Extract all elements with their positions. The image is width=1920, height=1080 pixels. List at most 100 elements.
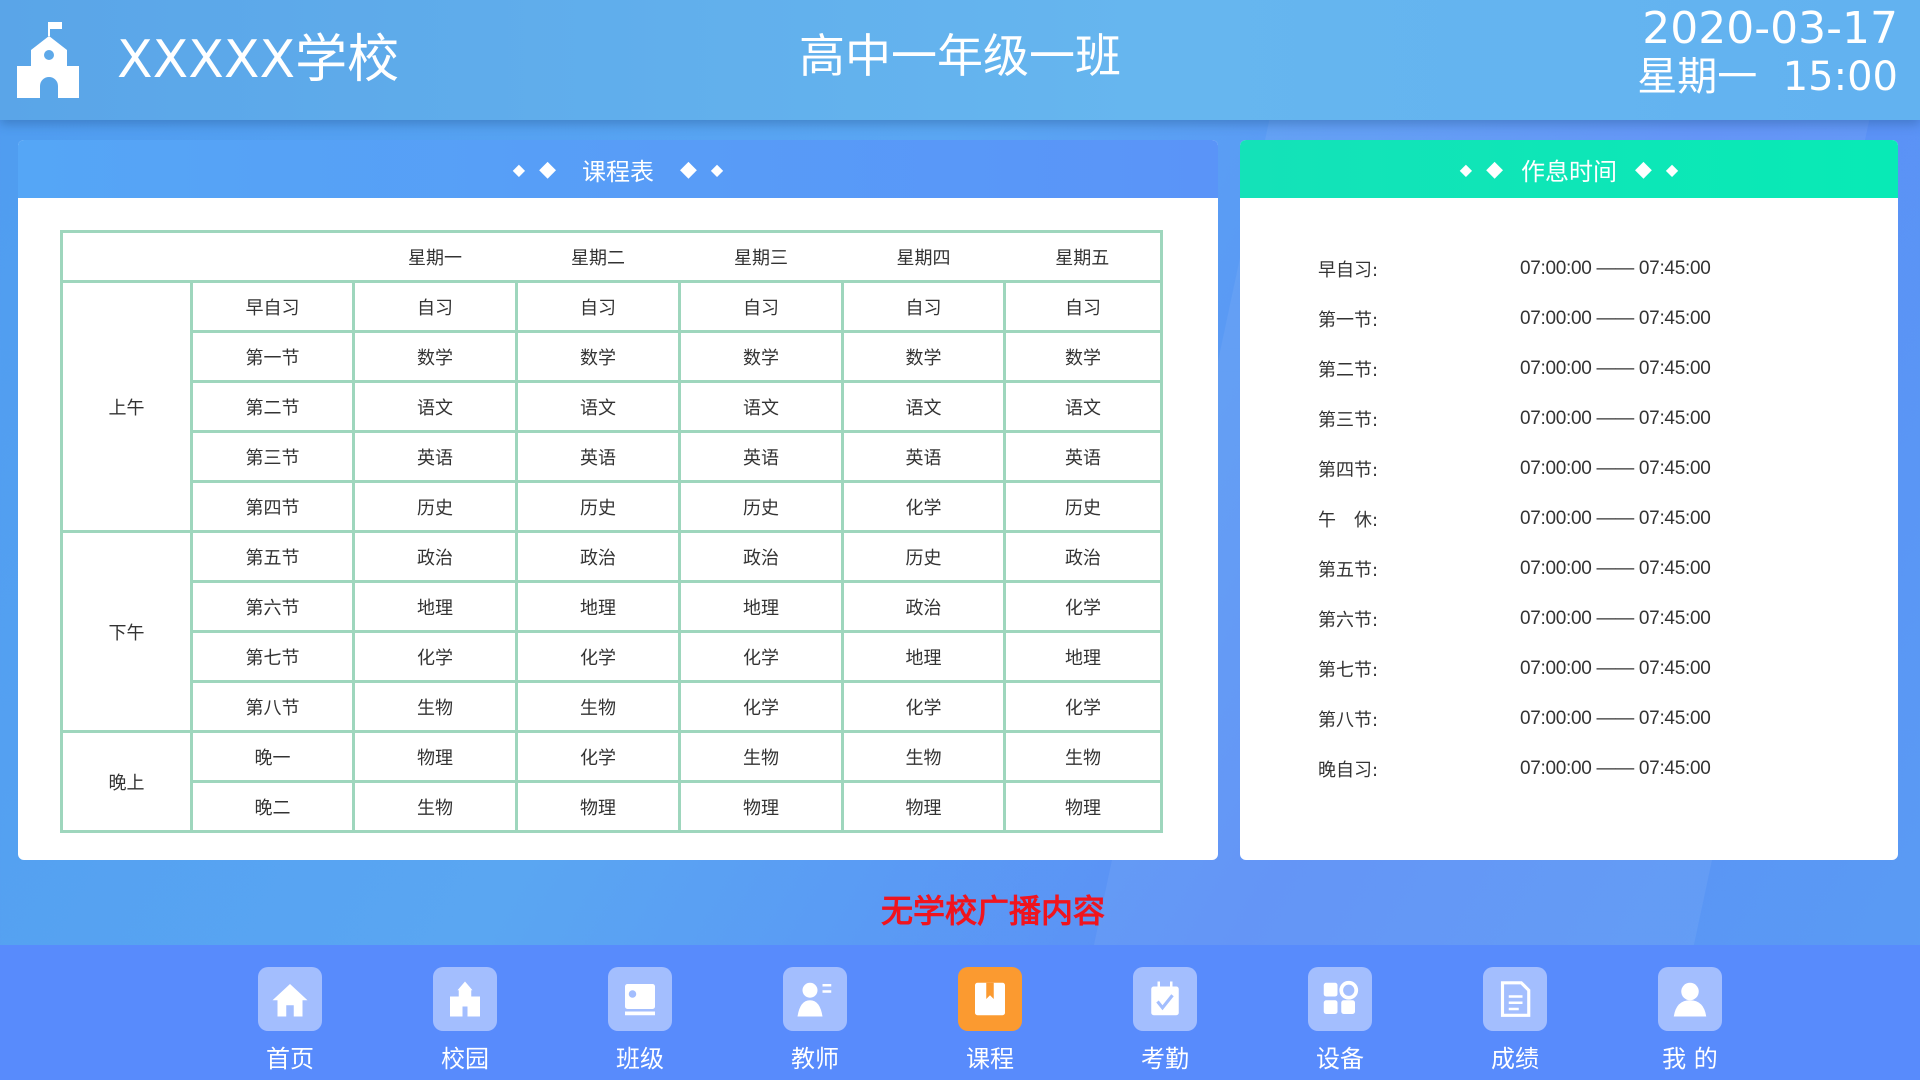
- subject-cell: 英语: [678, 430, 844, 483]
- period-label: 第二节: [190, 380, 355, 433]
- weekday-time: 星期一 15:00: [1637, 54, 1898, 100]
- subject-cell: 历史: [678, 480, 844, 533]
- schedule-row: 第七节: 07:00:00 —— 07:45:00: [1318, 644, 1711, 694]
- subject-cell: 英语: [515, 430, 681, 483]
- diamond-icon: ◆: [1459, 159, 1473, 179]
- timetable-title: 课程表: [582, 157, 654, 186]
- table-row: 第七节 化学 化学 化学 地理 地理: [62, 630, 1163, 683]
- nav-item[interactable]: 课程: [940, 967, 1040, 1074]
- subject-cell: 生物: [352, 680, 518, 733]
- nav-label: 考勤: [1141, 1045, 1189, 1073]
- period-label: 第四节: [190, 480, 355, 533]
- day-header: 星期二: [516, 230, 680, 283]
- schedule-label: 第六节:: [1318, 610, 1379, 631]
- subject-cell: 自习: [841, 280, 1006, 333]
- nav-label: 首页: [266, 1045, 314, 1073]
- campus-icon: [433, 967, 497, 1031]
- subject-cell: 数学: [841, 330, 1006, 383]
- schedule-time: 07:00:00 —— 07:45:00: [1520, 658, 1711, 679]
- schedule-time: 07:00:00 —— 07:45:00: [1520, 758, 1711, 779]
- attendance-calendar-icon: [1133, 967, 1197, 1031]
- schedule-label: 晚自习:: [1318, 760, 1379, 781]
- subject-cell: 自习: [1003, 280, 1163, 333]
- schedule-label: 第四节:: [1318, 460, 1379, 481]
- period-label: 第七节: [190, 630, 355, 683]
- schedule-label: 第二节:: [1318, 360, 1379, 381]
- diamond-icon: ◆: [1665, 159, 1679, 179]
- nav-item[interactable]: 我 的: [1640, 967, 1740, 1074]
- subject-cell: 化学: [515, 630, 681, 683]
- schedule-label: 第三节:: [1318, 410, 1379, 431]
- period-label: 第八节: [190, 680, 355, 733]
- subject-cell: 地理: [1003, 630, 1163, 683]
- schedule-row: 第一节: 07:00:00 —— 07:45:00: [1318, 294, 1711, 344]
- table-row: 晚上 晚一 物理 化学 生物 生物 生物: [60, 730, 1163, 833]
- table-row: 晚二 生物 物理 物理 物理 物理: [62, 780, 1163, 833]
- schedule-label: 午 休:: [1318, 510, 1379, 531]
- diamond-icon: ◆: [710, 159, 724, 179]
- schedule-title: 作息时间: [1521, 157, 1617, 186]
- nav-label: 课程: [966, 1045, 1014, 1073]
- subject-cell: 化学: [678, 680, 844, 733]
- nav-item[interactable]: 校园: [415, 967, 515, 1074]
- schedule-label: 早自习:: [1318, 260, 1379, 281]
- timetable: 星期一 星期二 星期三 星期四 星期五 上午 早自习 自习 自习 自习 自习 自习 第一节 数学 数学 数学数…: [60, 230, 1163, 833]
- table-row: 第三节 英语 英语 英语 英语 英语: [62, 430, 1163, 483]
- day-header: 星期四: [842, 230, 1005, 283]
- subject-cell: 自习: [515, 280, 681, 333]
- subject-cell: 化学: [841, 480, 1006, 533]
- subject-cell: 物理: [841, 780, 1006, 833]
- day-header: 星期三: [679, 230, 843, 283]
- table-header-row: 星期一 星期二 星期三 星期四 星期五: [60, 230, 1163, 283]
- subject-cell: 自习: [352, 280, 518, 333]
- schedule-time: 07:00:00 —— 07:45:00: [1520, 358, 1711, 379]
- table-row: 第八节 生物 生物 化学 化学 化学: [62, 680, 1163, 733]
- schedule-time: 07:00:00 —— 07:45:00: [1520, 408, 1711, 429]
- user-icon: [1658, 967, 1722, 1031]
- nav-item[interactable]: 设备: [1290, 967, 1390, 1074]
- nav-label: 成绩: [1491, 1045, 1539, 1073]
- top-header: XXXXX学校 高中一年级一班 2020-03-17 星期一 15:00: [0, 0, 1920, 120]
- timetable-header: ◆ ◆ 课程表 ◆ ◆: [18, 140, 1218, 198]
- subject-cell: 化学: [1003, 680, 1163, 733]
- nav-label: 设备: [1316, 1045, 1364, 1073]
- table-row: 第六节 地理 地理 地理 政治 化学: [62, 580, 1163, 633]
- nav-item[interactable]: 首页: [240, 967, 340, 1074]
- school-name: XXXXX学校: [117, 30, 400, 90]
- subject-cell: 语文: [841, 380, 1006, 433]
- grades-document-icon: [1483, 967, 1547, 1031]
- subject-cell: 数学: [352, 330, 518, 383]
- subject-cell: 生物: [678, 730, 844, 783]
- subject-cell: 物理: [352, 730, 518, 783]
- subject-cell: 语文: [678, 380, 844, 433]
- subject-cell: 自习: [678, 280, 844, 333]
- subject-cell: 英语: [1003, 430, 1163, 483]
- table-row: 第二节 语文 语文 语文 语文 语文: [62, 380, 1163, 433]
- subject-cell: 语文: [515, 380, 681, 433]
- class-name: 高中一年级一班: [799, 29, 1121, 83]
- day-header: 星期一: [353, 230, 517, 283]
- nav-item[interactable]: 班级: [590, 967, 690, 1074]
- nav-item[interactable]: 考勤: [1115, 967, 1215, 1074]
- period-label: 第三节: [190, 430, 355, 483]
- schedule-time: 07:00:00 —— 07:45:00: [1520, 308, 1711, 329]
- diamond-icon: ◆: [539, 156, 556, 182]
- session-label: 下午: [60, 530, 193, 733]
- subject-cell: 历史: [352, 480, 518, 533]
- schedule-time: 07:00:00 —— 07:45:00: [1520, 558, 1711, 579]
- diamond-icon: ◆: [680, 156, 697, 182]
- nav-item[interactable]: 成绩: [1465, 967, 1565, 1074]
- subject-cell: 数学: [1003, 330, 1163, 383]
- nav-item[interactable]: 教师: [765, 967, 865, 1074]
- school-building-icon: [17, 22, 79, 98]
- period-label: 晚二: [190, 780, 355, 833]
- subject-cell: 地理: [841, 630, 1006, 683]
- subject-cell: 化学: [515, 730, 681, 783]
- subject-cell: 英语: [352, 430, 518, 483]
- subject-cell: 化学: [1003, 580, 1163, 633]
- subject-cell: 物理: [1003, 780, 1163, 833]
- schedule-label: 第一节:: [1318, 310, 1379, 331]
- day-header: 星期五: [1004, 230, 1163, 283]
- period-label: 第五节: [190, 530, 355, 583]
- schedule-row: 晚自习: 07:00:00 —— 07:45:00: [1318, 744, 1711, 794]
